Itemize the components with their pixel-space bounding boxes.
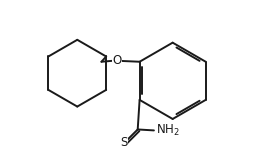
Text: S: S xyxy=(121,136,128,149)
Text: O: O xyxy=(112,54,122,67)
Text: NH$_2$: NH$_2$ xyxy=(156,123,180,138)
